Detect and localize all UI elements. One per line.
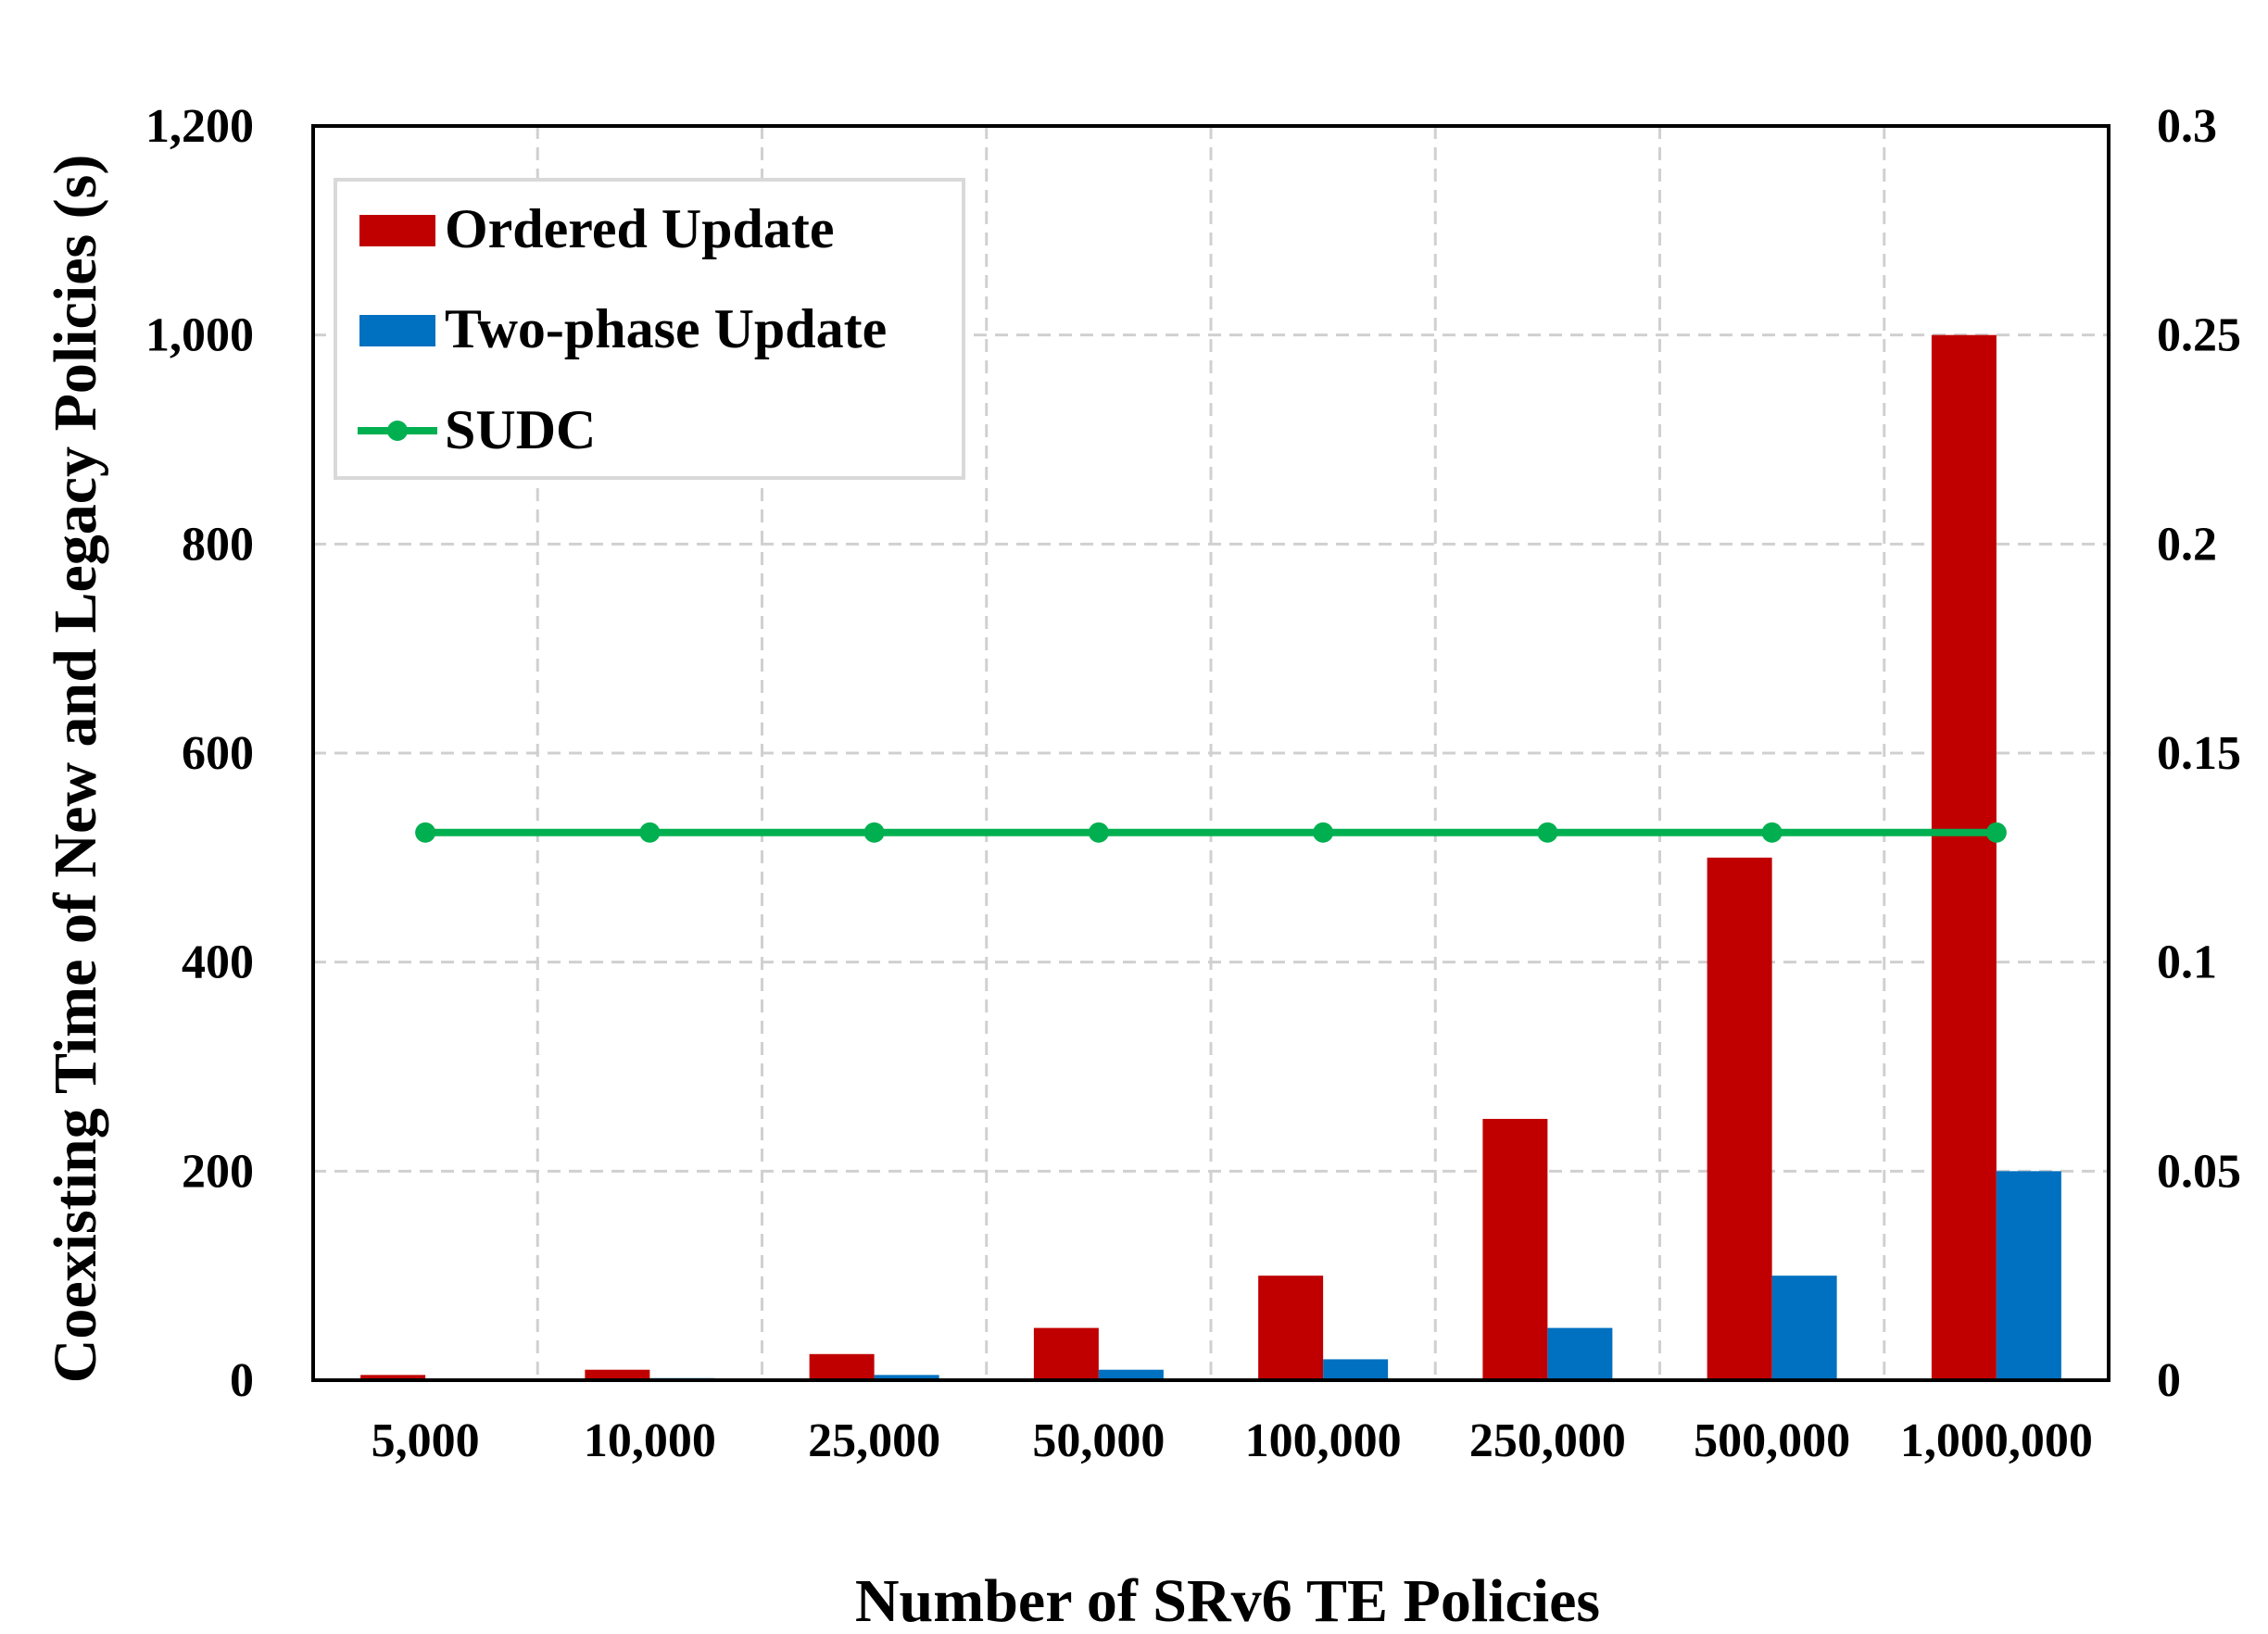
- y-tick-label: 400: [182, 936, 254, 989]
- legend-label-ordered-update: Ordered Update: [445, 198, 835, 259]
- sudc-marker: [1537, 822, 1558, 843]
- x-tick-label: 25,000: [808, 1414, 940, 1467]
- y-tick-label: 1,000: [145, 309, 254, 362]
- y2-tick-label: 0.3: [2157, 100, 2217, 153]
- sudc-marker: [1088, 822, 1109, 843]
- sudc-marker: [1761, 822, 1783, 843]
- legend-label-two-phase-update: Two-phase Update: [445, 298, 887, 359]
- bar-ordered-update: [360, 1375, 426, 1380]
- grid-lines: [313, 126, 2109, 1380]
- y2-tick-label: 0.2: [2157, 518, 2217, 571]
- y-tick-label: 1,200: [145, 100, 254, 153]
- bar-ordered-update: [1258, 1276, 1324, 1380]
- x-tick-label: 100,000: [1245, 1414, 1402, 1467]
- y-axis-title: Coexisting Time of New and Legacy Polici…: [42, 155, 109, 1384]
- y-tick-label: 600: [182, 727, 254, 780]
- bars: [360, 334, 2061, 1381]
- y2-tick-label: 0.1: [2157, 936, 2217, 989]
- y2-tick-label: 0.05: [2157, 1145, 2241, 1198]
- plot-frame: [311, 124, 2110, 1382]
- legend-swatch-ordered-update: [359, 215, 435, 246]
- y-tick-label: 0: [230, 1354, 254, 1407]
- x-tick-label: 1,000,000: [1900, 1414, 2093, 1467]
- sudc-marker: [1313, 822, 1334, 843]
- x-axis-ticks: 5,000 10,000 25,000 50,000 100,000 250,000 500…: [372, 1414, 2093, 1467]
- x-tick-label: 50,000: [1032, 1414, 1165, 1467]
- y2-tick-label: 0: [2157, 1354, 2181, 1407]
- bar-ordered-update: [1931, 334, 1997, 1381]
- y-tick-label: 200: [182, 1145, 254, 1198]
- sudc-marker: [415, 822, 436, 843]
- sudc-marker: [863, 822, 885, 843]
- bar-ordered-update: [585, 1369, 650, 1380]
- legend-label-sudc: SUDC: [445, 399, 596, 460]
- x-tick-label: 250,000: [1469, 1414, 1626, 1467]
- legend-box: [334, 178, 965, 480]
- sudc-marker: [639, 822, 661, 843]
- sudc-marker: [1985, 822, 2007, 843]
- right-axis-ticks: 0 0.05 0.1 0.15 0.2 0.25 0.3: [2157, 100, 2241, 1407]
- bar-two-phase-update: [1771, 1276, 1837, 1380]
- bar-ordered-update: [1707, 857, 1772, 1380]
- bar-two-phase-update: [874, 1375, 939, 1380]
- legend-marker-sudc: [387, 421, 408, 441]
- y2-tick-label: 0.25: [2157, 309, 2241, 362]
- x-tick-label: 5,000: [372, 1414, 480, 1467]
- x-tick-label: 500,000: [1694, 1414, 1850, 1467]
- bar-two-phase-update: [1547, 1327, 1613, 1380]
- bar-two-phase-update: [1996, 1171, 2061, 1380]
- bar-ordered-update: [809, 1353, 875, 1380]
- sudc-line-series: [415, 822, 2007, 843]
- x-tick-label: 10,000: [584, 1414, 716, 1467]
- x-axis-title: Number of SRv6 TE Policies: [855, 1567, 1600, 1634]
- y-tick-label: 800: [182, 518, 254, 571]
- bar-ordered-update: [1033, 1327, 1099, 1380]
- legend-swatch-two-phase-update: [359, 315, 435, 346]
- bar-two-phase-update: [1098, 1369, 1164, 1380]
- left-axis-ticks: 0 200 400 600 800 1,000 1,200: [145, 100, 254, 1407]
- legend: Ordered Update Two-phase Update SUDC: [334, 178, 965, 480]
- bar-ordered-update: [1482, 1118, 1548, 1380]
- bar-two-phase-update: [1323, 1359, 1389, 1380]
- y2-tick-label: 0.15: [2157, 727, 2241, 780]
